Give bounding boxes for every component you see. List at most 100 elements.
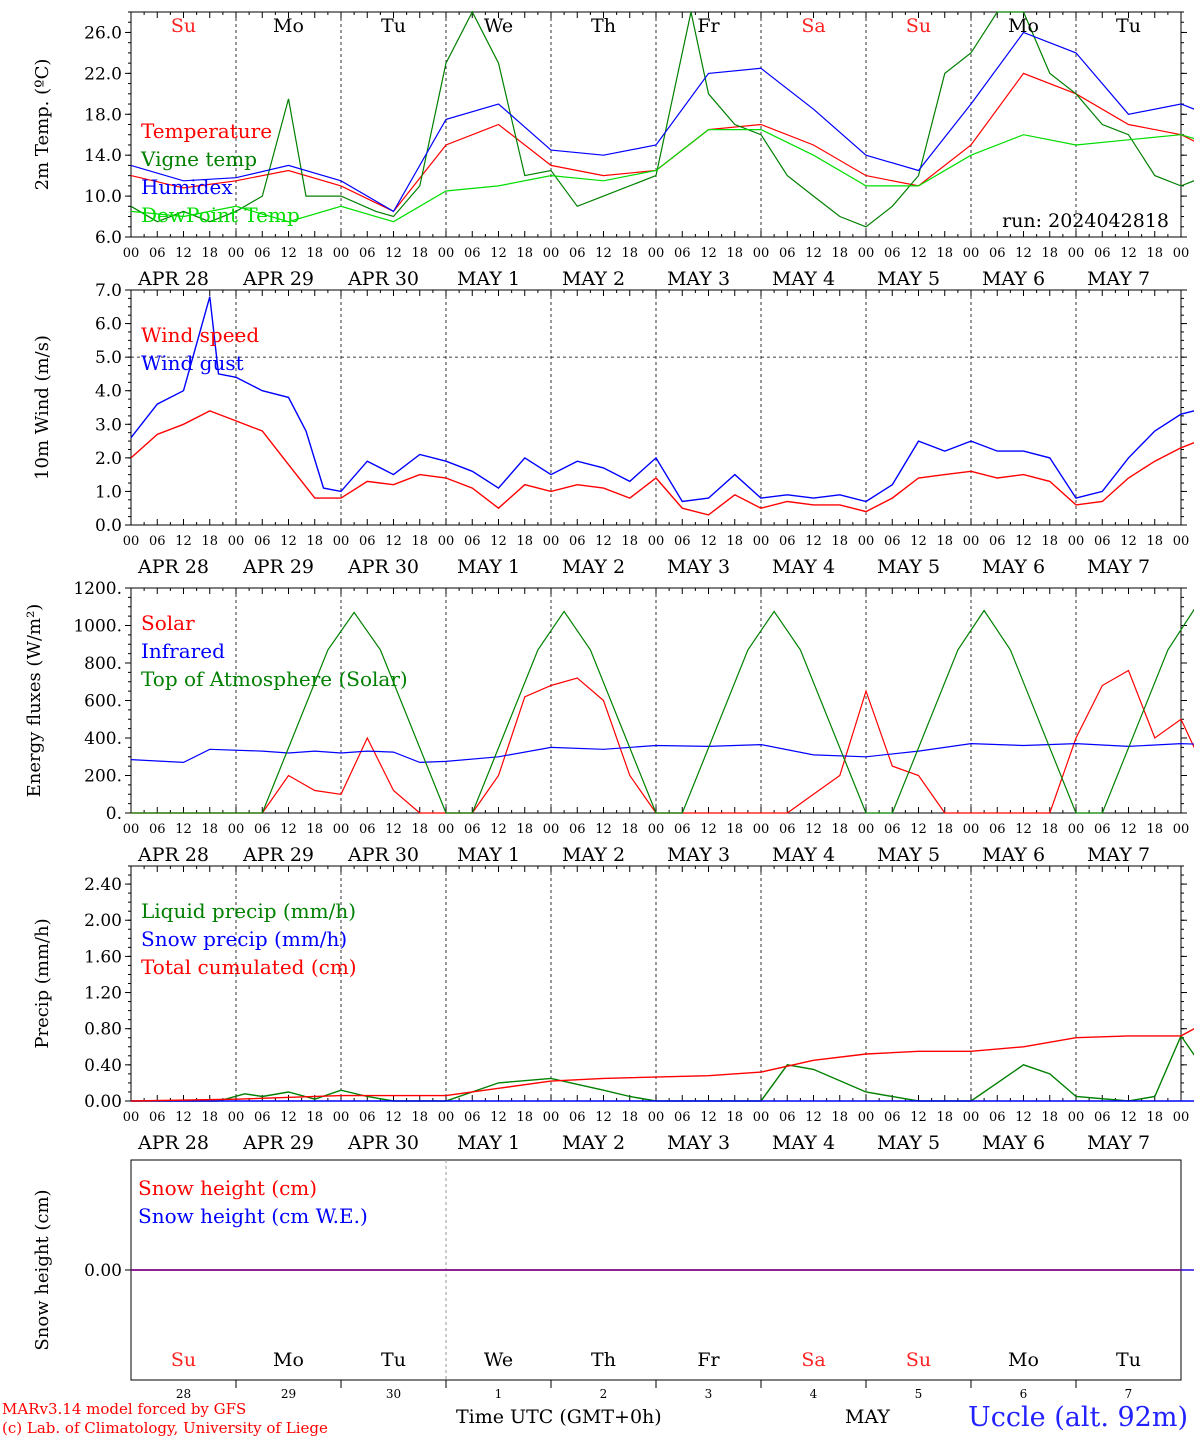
hour-label: 06	[989, 534, 1006, 549]
hour-label: 00	[123, 246, 140, 261]
hour-label: 18	[621, 822, 638, 837]
y-axis-label: Precip (mm/h)	[32, 918, 53, 1048]
y-tick-label: 22.0	[84, 64, 122, 84]
hour-label: 12	[280, 534, 297, 549]
date-label: MAY 4	[772, 556, 835, 578]
hour-label: 12	[280, 246, 297, 261]
date-label: MAY 5	[877, 268, 940, 290]
date-label: MAY 5	[877, 556, 940, 578]
hour-label: 12	[700, 822, 717, 837]
y-tick-label: 26.0	[84, 23, 122, 43]
hour-label: 18	[201, 1110, 218, 1125]
hour-label: 06	[989, 822, 1006, 837]
hour-label: 00	[1173, 246, 1190, 261]
hour-label: 18	[726, 246, 743, 261]
hour-label: 18	[516, 822, 533, 837]
hour-label: 06	[674, 534, 691, 549]
y-tick-label: 1200.	[73, 579, 122, 599]
station-label: Uccle (alt. 92m)	[968, 1402, 1188, 1433]
hour-label: 00	[648, 1110, 665, 1125]
y-tick-label: 7.0	[95, 281, 122, 301]
hour-label: 18	[726, 534, 743, 549]
y-tick-label: 1.60	[84, 947, 122, 967]
y-tick-label: 2.00	[84, 911, 122, 931]
day-name: Su	[906, 15, 931, 37]
hour-label: 18	[1146, 822, 1163, 837]
hour-label: 06	[464, 822, 481, 837]
hour-label: 00	[753, 822, 770, 837]
date-number: 1	[495, 1387, 503, 1401]
day-name: Su	[171, 1349, 196, 1371]
hour-label: 12	[280, 1110, 297, 1125]
day-name: Tu	[1116, 15, 1141, 37]
hour-label: 00	[753, 246, 770, 261]
hour-label: 12	[175, 246, 192, 261]
hour-label: 06	[674, 822, 691, 837]
date-label: APR 29	[242, 268, 314, 290]
y-tick-label: 200.	[84, 767, 122, 787]
y-tick-label: 800.	[84, 654, 122, 674]
hour-label: 12	[700, 534, 717, 549]
hour-label: 12	[385, 534, 402, 549]
day-name: We	[484, 15, 513, 37]
day-name: Tu	[1116, 1349, 1141, 1371]
hour-label: 18	[306, 246, 323, 261]
day-name: Sa	[801, 15, 825, 37]
hour-label: 00	[1173, 1110, 1190, 1125]
hour-label: 06	[989, 246, 1006, 261]
hour-label: 12	[1015, 822, 1032, 837]
model-credit-line1: MARv3.14 model forced by GFS	[2, 1400, 247, 1418]
hour-label: 00	[543, 246, 560, 261]
hour-label: 12	[490, 534, 507, 549]
hour-label: 06	[569, 1110, 586, 1125]
y-tick-label: 2.40	[84, 875, 122, 895]
legend-entry: Wind speed	[141, 323, 259, 347]
hour-label: 00	[963, 822, 980, 837]
date-label: APR 29	[242, 556, 314, 578]
date-label: MAY 5	[877, 844, 940, 866]
hour-label: 18	[516, 1110, 533, 1125]
y-tick-label: 0.00	[84, 1092, 122, 1112]
hour-label: 12	[385, 246, 402, 261]
date-label: MAY 6	[982, 1132, 1045, 1154]
series-line-1	[130, 742, 1194, 764]
y-tick-label: 0.80	[84, 1020, 122, 1040]
date-label: APR 30	[347, 268, 419, 290]
hour-label: 12	[1120, 534, 1137, 549]
y-axis-label: Energy fluxes (W/m²)	[24, 604, 45, 798]
hour-label: 00	[1068, 1110, 1085, 1125]
hour-label: 00	[543, 1110, 560, 1125]
y-tick-label: 0.00	[84, 1261, 122, 1281]
series-line-1	[130, 10, 1194, 228]
y-axis-label: 2m Temp. (ºC)	[32, 59, 53, 191]
day-name: Su	[906, 1349, 931, 1371]
hour-label: 06	[464, 534, 481, 549]
hour-label: 00	[438, 1110, 455, 1125]
hour-label: 06	[359, 822, 376, 837]
hour-label: 06	[359, 246, 376, 261]
hour-label: 18	[726, 822, 743, 837]
day-name: Mo	[1008, 1349, 1039, 1371]
y-tick-label: 5.0	[95, 348, 122, 368]
series-line-2	[130, 1027, 1194, 1102]
legend-entry: Infrared	[141, 639, 225, 663]
date-label: MAY 3	[667, 1132, 730, 1154]
hour-label: 18	[936, 822, 953, 837]
date-label: APR 28	[137, 844, 209, 866]
hour-label: 12	[1120, 822, 1137, 837]
hour-label: 12	[595, 246, 612, 261]
hour-label: 06	[254, 1110, 271, 1125]
hour-label: 18	[516, 246, 533, 261]
hour-label: 06	[464, 1110, 481, 1125]
hour-label: 06	[464, 246, 481, 261]
date-label: APR 30	[347, 556, 419, 578]
y-tick-label: 14.0	[84, 146, 122, 166]
date-label: MAY 3	[667, 268, 730, 290]
hour-label: 06	[1094, 246, 1111, 261]
y-tick-label: 3.0	[95, 415, 122, 435]
hour-label: 12	[700, 1110, 717, 1125]
hour-label: 18	[621, 1110, 638, 1125]
series-line-0	[131, 1034, 1194, 1102]
date-number: 29	[281, 1387, 296, 1401]
y-tick-label: 4.0	[95, 382, 122, 402]
